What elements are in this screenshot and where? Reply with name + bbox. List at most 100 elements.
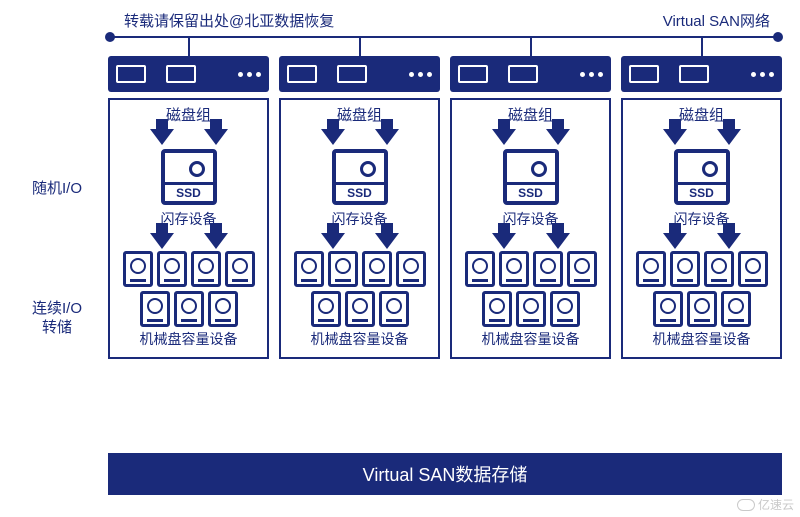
disk-group-title: 磁盘组	[166, 100, 211, 127]
server-icon	[450, 56, 611, 92]
hdd-icon	[174, 291, 204, 327]
hdd-icon	[396, 251, 426, 287]
server-slot	[679, 65, 709, 83]
disk-group-box: 磁盘组 SSD 闪存设备机械盘容量设备	[108, 98, 269, 359]
vertical-connector	[701, 36, 703, 56]
server-slot	[629, 65, 659, 83]
hdd-icon	[704, 251, 734, 287]
ssd-icon: SSD	[503, 149, 559, 205]
disk-group-title: 磁盘组	[337, 100, 382, 127]
down-arrow-icon	[546, 129, 570, 145]
hdd-grid	[636, 251, 768, 327]
hdd-icon	[533, 251, 563, 287]
hdd-row	[311, 291, 409, 327]
footer-label: Virtual SAN数据存储	[363, 461, 528, 487]
hdd-icon	[482, 291, 512, 327]
down-arrow-icon	[204, 233, 228, 249]
arrow-pair	[321, 129, 399, 145]
hdd-icon	[516, 291, 546, 327]
arrow-pair	[663, 233, 741, 249]
host-column: 磁盘组 SSD 闪存设备机械盘容量设备	[621, 56, 782, 359]
hdd-row	[482, 291, 580, 327]
server-led	[769, 72, 774, 77]
hdd-capacity-label: 机械盘容量设备	[140, 329, 238, 349]
flash-device-label: 闪存设备	[161, 209, 217, 229]
down-arrow-icon	[150, 233, 174, 249]
down-arrow-icon	[546, 233, 570, 249]
ssd-label-text: SSD	[165, 182, 213, 201]
hdd-row	[465, 251, 597, 287]
hdd-icon	[191, 251, 221, 287]
hdd-icon	[738, 251, 768, 287]
hdd-grid	[123, 251, 255, 327]
arrow-pair	[321, 233, 399, 249]
down-arrow-icon	[375, 233, 399, 249]
server-slot	[287, 65, 317, 83]
hdd-icon	[670, 251, 700, 287]
ssd-icon: SSD	[332, 149, 388, 205]
hdd-icon	[567, 251, 597, 287]
flash-device-label: 闪存设备	[674, 209, 730, 229]
side-label-sequential-io: 连续I/O 转储	[12, 300, 102, 338]
hdd-icon	[379, 291, 409, 327]
server-led	[598, 72, 603, 77]
hdd-row	[653, 291, 751, 327]
down-arrow-icon	[492, 129, 516, 145]
disk-group-box: 磁盘组SSD闪存设备机械盘容量设备	[450, 98, 611, 359]
host-column: 磁盘组 SSD 闪存设备机械盘容量设备	[108, 56, 269, 359]
hdd-icon	[653, 291, 683, 327]
hdd-icon	[687, 291, 717, 327]
watermark: 亿速云	[737, 496, 794, 513]
hdd-icon	[550, 291, 580, 327]
server-slot	[458, 65, 488, 83]
disk-group-box: 磁盘组 SSD 闪存设备机械盘容量设备	[621, 98, 782, 359]
ssd-label-text: SSD	[507, 182, 555, 201]
server-led	[580, 72, 585, 77]
cloud-icon	[737, 499, 755, 511]
server-slot	[337, 65, 367, 83]
hdd-icon	[328, 251, 358, 287]
host-column: 磁盘组 SSD 闪存设备机械盘容量设备	[279, 56, 440, 359]
hdd-icon	[157, 251, 187, 287]
server-icon	[108, 56, 269, 92]
hdd-row	[636, 251, 768, 287]
down-arrow-icon	[492, 233, 516, 249]
arrow-pair	[492, 233, 570, 249]
hdd-icon	[123, 251, 153, 287]
down-arrow-icon	[150, 129, 174, 145]
disk-group-box: 磁盘组 SSD 闪存设备机械盘容量设备	[279, 98, 440, 359]
down-arrow-icon	[321, 233, 345, 249]
down-arrow-icon	[375, 129, 399, 145]
disk-group-title: 磁盘组	[508, 100, 553, 127]
server-led	[238, 72, 243, 77]
hdd-icon	[208, 291, 238, 327]
arrow-pair	[150, 233, 228, 249]
ssd-icon: SSD	[674, 149, 730, 205]
server-led	[751, 72, 756, 77]
hdd-icon	[225, 251, 255, 287]
hdd-row	[123, 251, 255, 287]
hdd-capacity-label: 机械盘容量设备	[311, 329, 409, 349]
hdd-icon	[140, 291, 170, 327]
ssd-label-text: SSD	[678, 182, 726, 201]
hdd-grid	[294, 251, 426, 327]
down-arrow-icon	[321, 129, 345, 145]
ssd-label-text: SSD	[336, 182, 384, 201]
hdd-icon	[294, 251, 324, 287]
vertical-connector	[359, 36, 361, 56]
arrow-pair	[150, 129, 228, 145]
hdd-row	[140, 291, 238, 327]
down-arrow-icon	[663, 233, 687, 249]
hdd-capacity-label: 机械盘容量设备	[653, 329, 751, 349]
arrow-pair	[663, 129, 741, 145]
down-arrow-icon	[663, 129, 687, 145]
disk-group-title: 磁盘组	[679, 100, 724, 127]
server-led	[256, 72, 261, 77]
footer-bar: Virtual SAN数据存储	[108, 453, 782, 495]
hdd-icon	[345, 291, 375, 327]
flash-device-label: 闪存设备	[332, 209, 388, 229]
server-slot	[508, 65, 538, 83]
network-label: Virtual SAN网络	[663, 10, 770, 31]
vertical-connector	[188, 36, 190, 56]
hdd-icon	[499, 251, 529, 287]
